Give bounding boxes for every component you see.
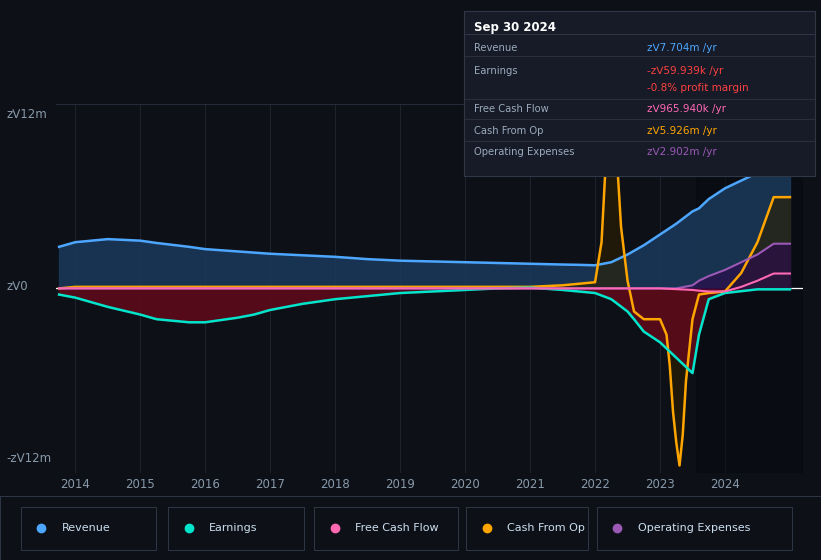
Text: zᐯ0: zᐯ0 [7, 280, 28, 293]
Text: Earnings: Earnings [209, 523, 258, 533]
Text: Cash From Op: Cash From Op [475, 126, 544, 136]
Text: Earnings: Earnings [475, 67, 518, 77]
Text: Free Cash Flow: Free Cash Flow [355, 523, 439, 533]
Text: Free Cash Flow: Free Cash Flow [475, 105, 549, 114]
Text: Cash From Op: Cash From Op [507, 523, 585, 533]
Text: zᐯ7.704m /yr: zᐯ7.704m /yr [647, 43, 717, 53]
Text: Operating Expenses: Operating Expenses [638, 523, 750, 533]
Text: -0.8% profit margin: -0.8% profit margin [647, 83, 748, 93]
Text: Revenue: Revenue [475, 43, 518, 53]
Bar [695, 104, 803, 473]
Text: zᐯ12m: zᐯ12m [7, 108, 48, 122]
Text: Sep 30 2024: Sep 30 2024 [475, 21, 557, 34]
Text: zᐯ2.902m /yr: zᐯ2.902m /yr [647, 147, 717, 157]
Text: zᐯ965.940k /yr: zᐯ965.940k /yr [647, 105, 726, 114]
Text: Operating Expenses: Operating Expenses [475, 147, 575, 157]
Text: -zᐯ59.939k /yr: -zᐯ59.939k /yr [647, 67, 722, 77]
Text: Revenue: Revenue [62, 523, 110, 533]
Text: -zᐯ12m: -zᐯ12m [7, 451, 52, 465]
Text: zᐯ5.926m /yr: zᐯ5.926m /yr [647, 126, 717, 136]
